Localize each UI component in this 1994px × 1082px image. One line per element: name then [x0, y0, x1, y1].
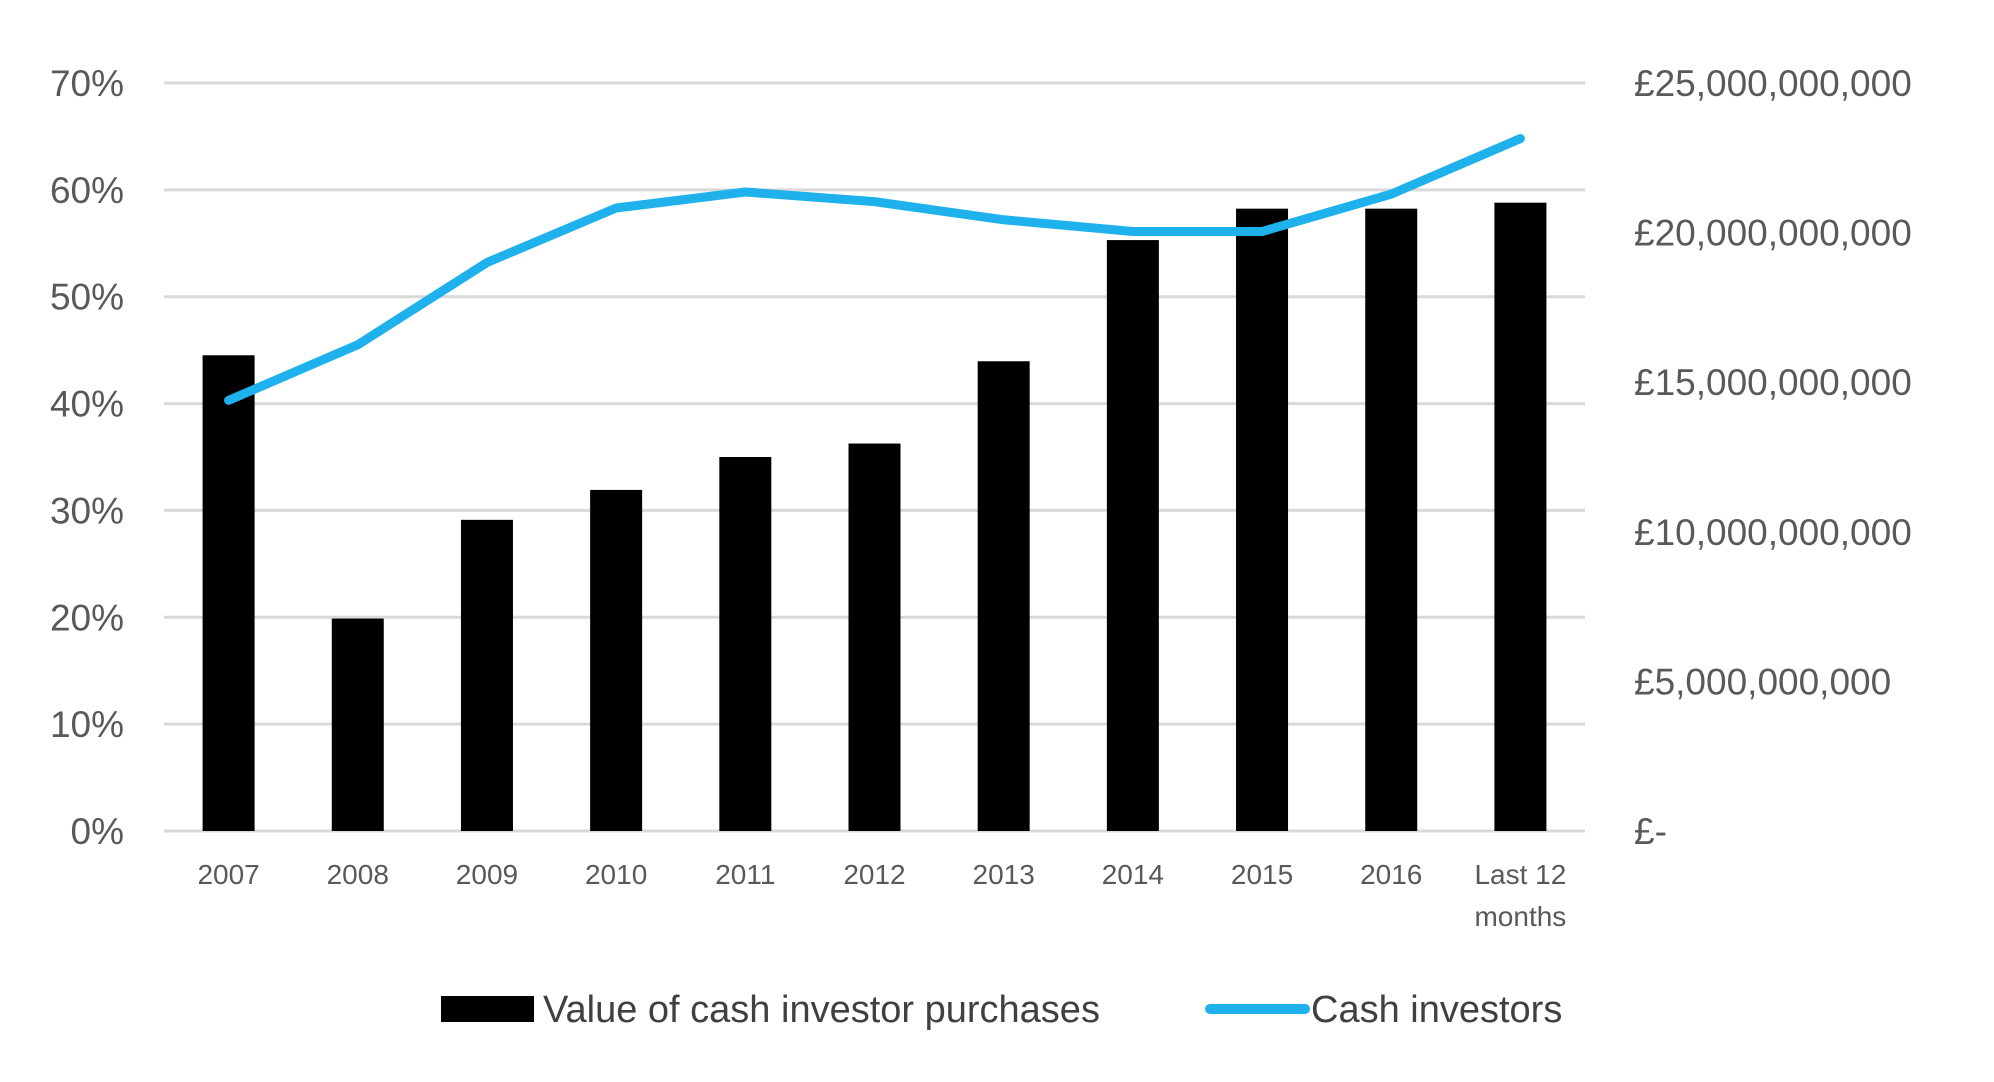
- left-tick-label: 20%: [50, 597, 124, 638]
- right-axis-ticks: £- £5,000,000,000 £10,000,000,000 £15,000,0…: [1634, 63, 1912, 852]
- bar: [1494, 202, 1547, 831]
- category-label: 2012: [843, 859, 905, 890]
- category-label: 2008: [327, 859, 389, 890]
- right-tick-label: £10,000,000,000: [1634, 512, 1912, 553]
- bar: [202, 355, 255, 831]
- bar: [331, 618, 384, 831]
- legend: Value of cash investor purchases Cash in…: [441, 989, 1562, 1031]
- left-tick-label: 0%: [71, 811, 124, 852]
- legend-swatch-bars: [441, 996, 534, 1022]
- bar: [1365, 208, 1418, 831]
- legend-label-line: Cash investors: [1311, 989, 1562, 1031]
- bar: [460, 519, 513, 831]
- category-label: 2014: [1102, 859, 1164, 890]
- category-label: 2013: [973, 859, 1035, 890]
- category-labels: 2007 2008 2009 2010 2011 2012 2013 2014 2015 2016…: [197, 859, 1566, 932]
- bars: [202, 202, 1547, 831]
- right-tick-label: £15,000,000,000: [1634, 362, 1912, 403]
- line-series: [224, 134, 1525, 405]
- category-label: 2009: [456, 859, 518, 890]
- bar: [848, 443, 901, 831]
- left-axis-ticks: 0% 10% 20% 30% 40% 50% 60% 70%: [50, 63, 124, 852]
- left-tick-label: 40%: [50, 384, 124, 425]
- bar: [977, 361, 1030, 831]
- left-tick-label: 10%: [50, 704, 124, 745]
- bar: [1106, 240, 1159, 831]
- bar: [719, 457, 772, 831]
- cash-investors-line: [224, 134, 1525, 405]
- legend-label-bars: Value of cash investor purchases: [543, 989, 1100, 1031]
- right-tick-label: £20,000,000,000: [1634, 213, 1912, 254]
- category-label: Last 12: [1474, 859, 1566, 890]
- left-tick-label: 60%: [50, 170, 124, 211]
- category-label: months: [1474, 901, 1566, 932]
- category-label: 2016: [1360, 859, 1422, 890]
- left-tick-label: 30%: [50, 490, 124, 531]
- bar: [590, 489, 643, 831]
- bar: [1236, 208, 1289, 831]
- right-tick-label: £25,000,000,000: [1634, 63, 1912, 104]
- right-tick-label: £5,000,000,000: [1634, 661, 1891, 702]
- category-label: 2011: [715, 859, 775, 890]
- category-label: 2015: [1231, 859, 1293, 890]
- category-label: 2010: [585, 859, 647, 890]
- left-tick-label: 50%: [50, 277, 124, 318]
- left-tick-label: 70%: [50, 63, 124, 104]
- right-tick-label: £-: [1634, 811, 1667, 852]
- category-label: 2007: [197, 859, 259, 890]
